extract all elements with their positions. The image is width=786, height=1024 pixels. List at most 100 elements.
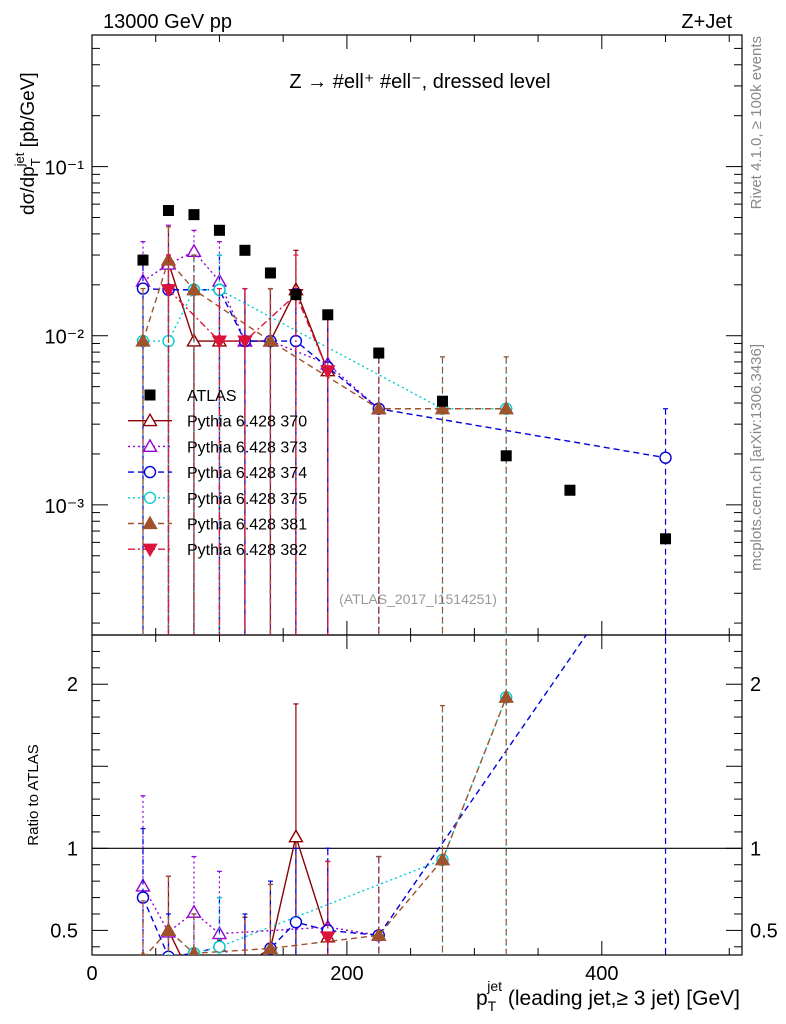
atlas-data-point [322, 309, 334, 321]
series-374-ratio-line [142, 635, 588, 955]
series-381-ratio-point [371, 927, 387, 941]
x-label-rest: (leading jet,≥ 3 jet) [GeV] [502, 987, 740, 1010]
atlas-data-point [660, 533, 672, 545]
legend-item-375: Pythia 6.428 375 [128, 491, 307, 508]
y-tick-label-ratio: 1 [67, 838, 78, 860]
main-y-label-sup: jet [12, 152, 27, 167]
main-y-label-sub: T [28, 158, 43, 166]
legend: ATLAS Pythia 6.428 370 Pythia 6.428 373 Pyt… [128, 388, 307, 559]
ratio-y-axis-label: Ratio to ATLAS [25, 744, 42, 845]
legend-item-381: Pythia 6.428 381 [128, 515, 307, 534]
main-y-axis-label: dσ/dpTjet [pb/GeV] [12, 72, 43, 215]
ratio-plot-frame [91, 634, 743, 956]
legend-label-375: Pythia 6.428 375 [187, 491, 307, 508]
y-tick-label-ratio-right: 1 [750, 838, 761, 860]
atlas-data-point [564, 484, 576, 496]
series-381-point [186, 281, 202, 296]
series-381-ratio-point [188, 945, 200, 955]
x-tick-label: 200 [330, 963, 363, 985]
y-tick-label-ratio: 0.5 [50, 920, 78, 942]
x-tick-label: 0 [86, 963, 97, 985]
atlas-data-point [137, 254, 149, 266]
series-382-line [167, 289, 329, 372]
rivet-label: Rivet 4.1.0, ≥ 100k events [748, 36, 765, 209]
main-y-label-unit: [pb/GeV] [18, 72, 39, 152]
x-axis-label: pTjet (leading jet,≥ 3 jet) [GeV] [476, 978, 740, 1014]
y-tick-label-main: 10⁻¹ [45, 158, 85, 180]
series-370-ratio-point [288, 828, 304, 843]
series-381-ratio-point [160, 922, 177, 936]
series-374-point [659, 451, 672, 464]
legend-item-370: Pythia 6.428 370 [128, 412, 307, 431]
y-tick-label-main: 10⁻² [45, 327, 85, 349]
legend-marker-382 [142, 543, 158, 558]
legend-item-382: Pythia 6.428 382 [128, 542, 307, 559]
legend-item-374: Pythia 6.428 374 [128, 465, 307, 482]
series-381-point [498, 400, 514, 415]
legend-marker-374 [143, 465, 157, 479]
x-label-base: p [476, 987, 488, 1010]
y-tick-label-main: 10⁻³ [45, 496, 85, 518]
atlas-data-point [373, 347, 385, 359]
series-374-ratio-point [289, 915, 303, 929]
axes: 0 200 400 10⁻³ 10⁻² 10⁻¹ 0.5 0.5 1 1 2 2 [45, 35, 778, 985]
legend-label-382: Pythia 6.428 382 [187, 542, 307, 559]
x-label-sub: T [488, 998, 497, 1014]
series-381-line [142, 258, 507, 410]
legend-marker-ATLAS [144, 389, 156, 401]
legend-label-ATLAS: ATLAS [187, 388, 237, 405]
legend-label-374: Pythia 6.428 374 [187, 465, 307, 482]
legend-label-373: Pythia 6.428 373 [187, 439, 307, 456]
atlas-data-point [213, 224, 225, 236]
y-tick-label-ratio-right: 0.5 [750, 920, 778, 942]
chart-title: Z → #ell⁺ #ell⁻, dressed level [289, 71, 550, 93]
series-382-point [211, 335, 228, 349]
legend-marker-370 [142, 412, 158, 427]
legend-label-370: Pythia 6.428 370 [187, 414, 307, 431]
atlas-data-point [264, 267, 276, 279]
series-373-line [142, 250, 380, 410]
legend-item-373: Pythia 6.428 373 [128, 438, 307, 456]
series-381-ratio-line [145, 697, 507, 955]
series-381-point [434, 400, 451, 415]
series-374-ratio-point [239, 959, 250, 970]
series-382-point [320, 365, 336, 379]
series-381-ratio-point [140, 950, 146, 955]
series-370-line [167, 262, 329, 372]
atlas-data-point [162, 205, 174, 217]
series-375-ratio-point [163, 979, 174, 990]
series-381-point [135, 333, 151, 347]
series-374-ratio-point [162, 950, 175, 955]
series-382-point [237, 335, 253, 349]
series-381-point [262, 333, 279, 347]
x-label-sup: jet [486, 978, 502, 994]
series-381-point [371, 400, 387, 415]
series-370-ratio-point [187, 976, 200, 987]
atlas-data-point [188, 209, 200, 221]
legend-item-ATLAS: ATLAS [144, 388, 237, 405]
series-382-ratio-point [320, 931, 336, 945]
legend-marker-375 [143, 491, 157, 504]
series-370-ratio-point [238, 958, 251, 969]
series-381-ratio-point [498, 689, 514, 703]
legend-marker-381 [142, 515, 158, 530]
analysis-tag: (ATLAS_2017_I1514251) [339, 591, 497, 607]
atlas-data-point [239, 244, 251, 256]
ratio-series [135, 635, 667, 990]
y-tick-label-ratio-right: 2 [750, 674, 761, 696]
series-374-line [142, 287, 666, 459]
series-381-ratio-point [434, 851, 451, 866]
mcplots-label: mcplots.cern.ch [arXiv:1306.3436] [748, 344, 765, 571]
atlas-data-point [290, 289, 302, 301]
main-y-label-base: dσ/dp [18, 166, 39, 215]
atlas-data-point [500, 450, 512, 462]
header-process: Z+Jet [681, 11, 732, 33]
series-370-ratio-point [213, 970, 226, 981]
series-373-ratio-line [142, 885, 379, 936]
y-tick-label-ratio: 2 [67, 674, 78, 696]
series-381-ratio-point [262, 940, 279, 955]
legend-marker-373 [142, 438, 158, 452]
series-375-ratio-point [213, 940, 226, 953]
series-382-point [160, 284, 177, 298]
